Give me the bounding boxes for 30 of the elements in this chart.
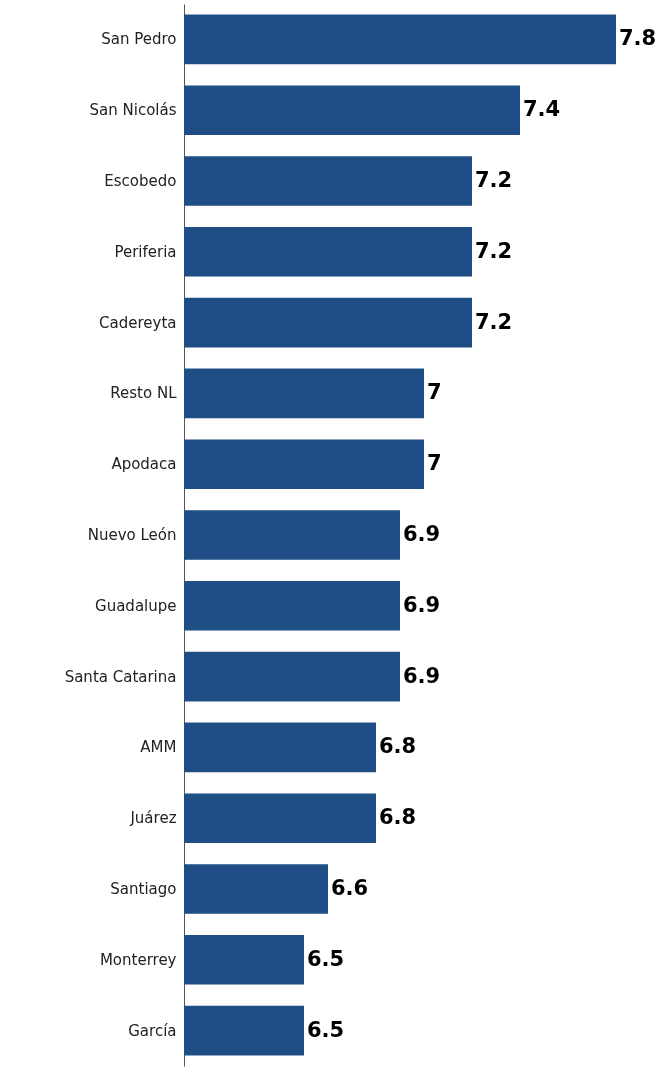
y-tick-label: AMM xyxy=(140,738,177,757)
data-label: 6.9 xyxy=(403,663,441,688)
y-tick-label: Escobedo xyxy=(104,172,177,190)
data-label: 7.8 xyxy=(619,26,657,51)
y-tick-label: Nuevo León xyxy=(87,526,177,544)
data-label: 6.5 xyxy=(307,946,345,971)
data-label: 6.9 xyxy=(403,522,441,546)
data-label: 7.4 xyxy=(523,97,561,122)
data-label: 7 xyxy=(427,451,442,476)
y-tick-label: Apodaca xyxy=(111,455,177,474)
y-tick-label: San Pedro xyxy=(101,30,177,49)
y-tick-label: Periferia xyxy=(114,242,177,261)
y-tick-label: Resto NL xyxy=(110,384,178,403)
data-label: 7 xyxy=(427,380,442,405)
y-tick-label: Guadalupe xyxy=(95,596,177,615)
y-tick-label: Santiago xyxy=(110,880,177,898)
y-tick-label: Cadereyta xyxy=(99,313,177,332)
data-label: 7.2 xyxy=(475,309,513,334)
data-label: 6.8 xyxy=(379,805,417,830)
y-tick-label: Monterrey xyxy=(99,950,177,969)
data-label: 6.9 xyxy=(403,592,441,617)
y-tick-label: Santa Catarina xyxy=(64,667,177,686)
data-label: 6.6 xyxy=(331,876,369,900)
data-label: 7.2 xyxy=(475,238,513,263)
y-tick-label: Juárez xyxy=(129,809,177,828)
y-tick-label: García xyxy=(128,1021,177,1040)
y-tick-label: San Nicolás xyxy=(89,101,177,120)
data-label: 6.5 xyxy=(307,1017,345,1042)
data-label: 7.2 xyxy=(475,168,513,192)
data-label: 6.8 xyxy=(379,734,417,759)
